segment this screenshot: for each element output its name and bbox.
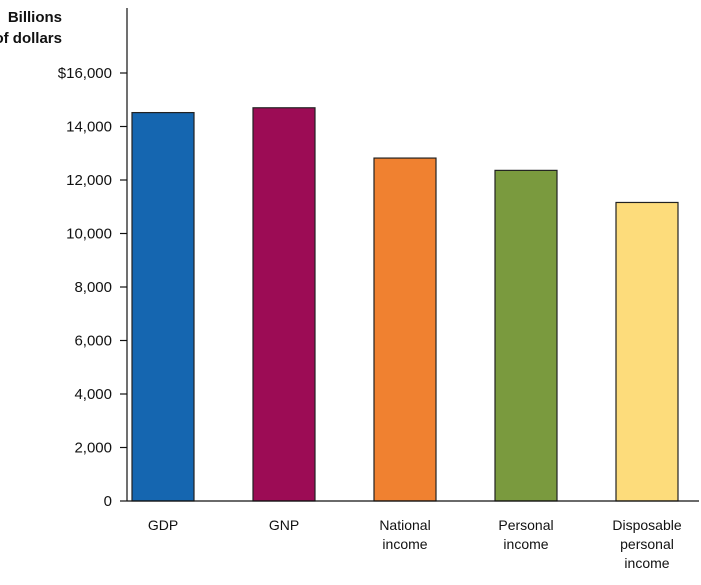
bar-gnp bbox=[252, 107, 316, 502]
x-tick-label-line: income bbox=[624, 555, 669, 571]
x-tick-label: Disposable personal income bbox=[612, 517, 681, 571]
y-tick-label: 2,000 bbox=[74, 440, 112, 457]
y-tick-label: 6,000 bbox=[74, 333, 112, 350]
axes bbox=[126, 8, 699, 502]
y-tick-label: 4,000 bbox=[74, 386, 112, 403]
bar-disposable-personal-income bbox=[615, 201, 679, 502]
x-tick-label: GDP bbox=[148, 517, 178, 533]
x-tick-label-line: GNP bbox=[269, 517, 299, 533]
y-tick-label: $16,000 bbox=[58, 65, 112, 82]
bar-personal-income bbox=[494, 169, 558, 502]
y-tick-label: 12,000 bbox=[66, 172, 112, 189]
y-axis-title-line: of dollars bbox=[0, 30, 62, 47]
x-tick-label-line: GDP bbox=[148, 517, 178, 533]
y-tick-label: 14,000 bbox=[66, 119, 112, 136]
bar-national-income bbox=[373, 157, 437, 502]
x-tick-label-line: Disposable bbox=[612, 517, 681, 533]
x-tick-label-line: income bbox=[503, 536, 548, 552]
y-axis-ticks: 0 2,000 4,000 6,000 8,000 10,000 12,000 14,000 $… bbox=[58, 65, 127, 510]
bars bbox=[131, 107, 679, 502]
x-tick-label: GNP bbox=[269, 517, 299, 533]
y-tick-label: 0 bbox=[104, 493, 112, 510]
x-tick-label-line: income bbox=[382, 536, 427, 552]
y-axis-title-line: Billions bbox=[8, 9, 62, 26]
y-axis-title-text: Billions of dollars bbox=[0, 9, 62, 47]
y-tick-label: 8,000 bbox=[74, 279, 112, 296]
x-tick-label-line: Personal bbox=[498, 517, 553, 533]
bar-gdp bbox=[131, 111, 195, 502]
x-tick-label-line: National bbox=[379, 517, 430, 533]
x-tick-label-line: personal bbox=[620, 536, 674, 552]
y-axis-title: Billions of dollars bbox=[0, 9, 62, 47]
x-tick-label: National income bbox=[379, 517, 430, 552]
x-tick-label: Personal income bbox=[498, 517, 553, 552]
y-tick-label: 10,000 bbox=[66, 226, 112, 243]
